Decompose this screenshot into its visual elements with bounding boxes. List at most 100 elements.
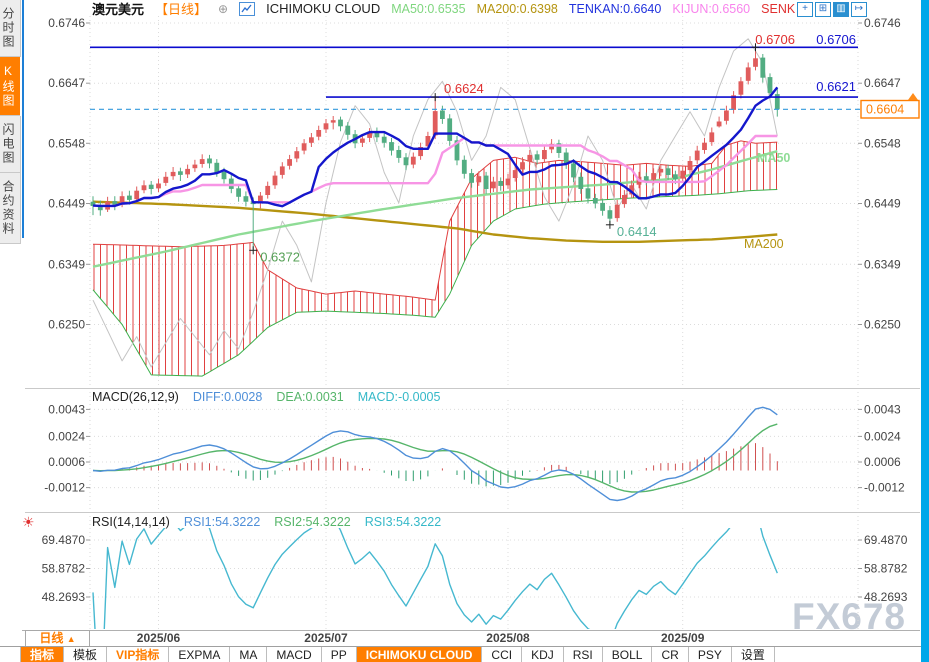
- toolbar-tab-MACD[interactable]: MACD: [267, 647, 322, 662]
- candle-body: [279, 166, 285, 175]
- current-price-tag: [860, 99, 920, 119]
- tenkan-value-label: TENKAN:0.6640: [568, 1, 662, 16]
- candle-body: [469, 173, 474, 183]
- candle-body: [301, 143, 307, 151]
- candle-body: [512, 170, 518, 178]
- candle-body: [425, 136, 431, 147]
- candle-body: [221, 171, 227, 180]
- candle-body: [294, 151, 300, 159]
- sidebar-tab-4[interactable]: 合约资料: [0, 173, 21, 244]
- chart-header: 澳元美元 【日线】 ⊕ ICHIMOKU CLOUD MA50:0.6535 M…: [92, 1, 796, 17]
- scale-box-icon[interactable]: ⊞: [815, 2, 831, 17]
- candle-body: [134, 190, 140, 200]
- period-up-arrow-icon: ▲: [66, 634, 76, 644]
- candle-body: [250, 201, 256, 205]
- right-scrollbar[interactable]: [921, 0, 929, 662]
- toolbar-tab-PSY[interactable]: PSY: [689, 647, 732, 662]
- ma200-value-label: MA200:0.6398: [476, 1, 558, 16]
- macd-axis-label-left: 0.0024: [48, 429, 85, 443]
- senkou-value-label: SENK: [761, 1, 796, 16]
- candle-body: [643, 176, 649, 181]
- indicator-toolbar: 指标 模板 VIP指标 EXPMA MA MACD PP ICHIMOKU CLOUD CCI K…: [0, 646, 921, 662]
- toolbar-tab-指标[interactable]: 指标: [21, 647, 65, 662]
- candle-body: [170, 171, 176, 177]
- pan-icon[interactable]: +: [797, 2, 813, 17]
- ma50-value-label: MA50:0.6535: [391, 1, 466, 16]
- candle-body: [556, 143, 562, 153]
- candle-body: [112, 201, 118, 206]
- candle-body: [141, 185, 147, 191]
- candle-body: [403, 157, 409, 166]
- macd-axis-label-left: 0.0043: [48, 402, 85, 416]
- price-axis-label-right: 0.6349: [864, 257, 901, 271]
- toolbar-tab-设置[interactable]: 设置: [732, 647, 775, 662]
- toolbar-tab-模板[interactable]: 模板: [64, 647, 108, 662]
- candle-body: [607, 210, 613, 219]
- candle-body: [774, 94, 780, 110]
- month-label: 2025/08: [486, 631, 530, 645]
- toolbar-tab-KDJ[interactable]: KDJ: [522, 647, 564, 662]
- candle-body: [447, 118, 453, 141]
- candle-body: [90, 201, 96, 206]
- candle-body: [651, 173, 656, 180]
- candle-body: [214, 162, 220, 173]
- toolbar-tab-BOLL[interactable]: BOLL: [603, 647, 653, 662]
- toolbar-tab-MA[interactable]: MA: [230, 647, 268, 662]
- candle-body: [156, 183, 161, 189]
- toolbar-tab-RSI[interactable]: RSI: [564, 647, 603, 662]
- rsi-panel-header: RSI(14,14,14) RSI1:54.3222 RSI2:54.3222 …: [92, 515, 441, 529]
- candle-body: [760, 57, 766, 78]
- axis-scale-icon[interactable]: ▥: [833, 2, 849, 17]
- rsi-title[interactable]: RSI(14,14,14): [92, 515, 170, 529]
- sidebar-tab-2[interactable]: K线图: [0, 57, 20, 116]
- rsi-axis-label-left: 69.4870: [42, 533, 86, 547]
- collapse-right-icon[interactable]: ↦: [851, 2, 867, 17]
- candle-body: [592, 198, 598, 204]
- sidebar-tab-1[interactable]: 分时图: [0, 0, 21, 57]
- macd-axis-label-right: 0.0043: [864, 402, 901, 416]
- price-axis-label-left: 0.6548: [48, 136, 85, 150]
- rsi-axis-label-left: 48.2693: [42, 590, 86, 604]
- candle-body: [272, 175, 278, 186]
- candle-body: [127, 195, 132, 200]
- toolbar-tab-EXPMA[interactable]: EXPMA: [169, 647, 231, 662]
- toolbar-tab-ICHIMOKU CLOUD[interactable]: ICHIMOKU CLOUD: [356, 647, 483, 662]
- sun-icon[interactable]: ☀: [22, 514, 35, 530]
- macd-axis-label-right: 0.0024: [864, 429, 901, 443]
- toolbar-tab-CCI[interactable]: CCI: [482, 647, 523, 662]
- candle-body: [105, 201, 110, 210]
- macd-title[interactable]: MACD(26,12,9): [92, 390, 179, 404]
- ma200-line-label: MA200: [744, 237, 784, 251]
- candle-body: [345, 125, 351, 135]
- price-axis-label-right: 0.6548: [864, 136, 901, 150]
- candle-body: [731, 95, 736, 110]
- toolbar-tab-VIP指标[interactable]: VIP指标: [107, 647, 170, 662]
- price-axis-label-left: 0.6250: [48, 318, 85, 332]
- hline-label-blue: 0.6706: [816, 32, 856, 47]
- toolbar-tab-CR[interactable]: CR: [652, 647, 689, 662]
- candle-body: [491, 181, 496, 189]
- swing-low-label: 0.6414: [617, 224, 657, 239]
- rsi-axis-label-right: 69.4870: [864, 533, 908, 547]
- candle-body: [476, 176, 482, 183]
- toolbar-tab-PP[interactable]: PP: [322, 647, 357, 662]
- candle-body: [585, 188, 591, 199]
- period-selector[interactable]: 日线 ▲: [25, 630, 90, 647]
- candle-body: [410, 156, 416, 165]
- toolbar-spacer: [0, 647, 21, 662]
- add-compare-icon[interactable]: ⊕: [218, 1, 229, 16]
- rsi1-label: RSI1:54.3222: [183, 515, 261, 529]
- month-label: 2025/06: [137, 631, 181, 645]
- candle-body: [498, 181, 504, 186]
- candle-body: [571, 163, 576, 178]
- price-axis-label-right: 0.6449: [864, 197, 901, 211]
- month-label: 2025/07: [304, 631, 348, 645]
- kijun-value-label: KIJUN:0.6560: [672, 1, 751, 16]
- candle-body: [549, 143, 554, 150]
- period-selector-label: 日线: [39, 631, 64, 645]
- month-label: 2025/09: [661, 631, 705, 645]
- sidebar-tab-3[interactable]: 闪电图: [0, 116, 21, 173]
- candle-body: [265, 185, 271, 195]
